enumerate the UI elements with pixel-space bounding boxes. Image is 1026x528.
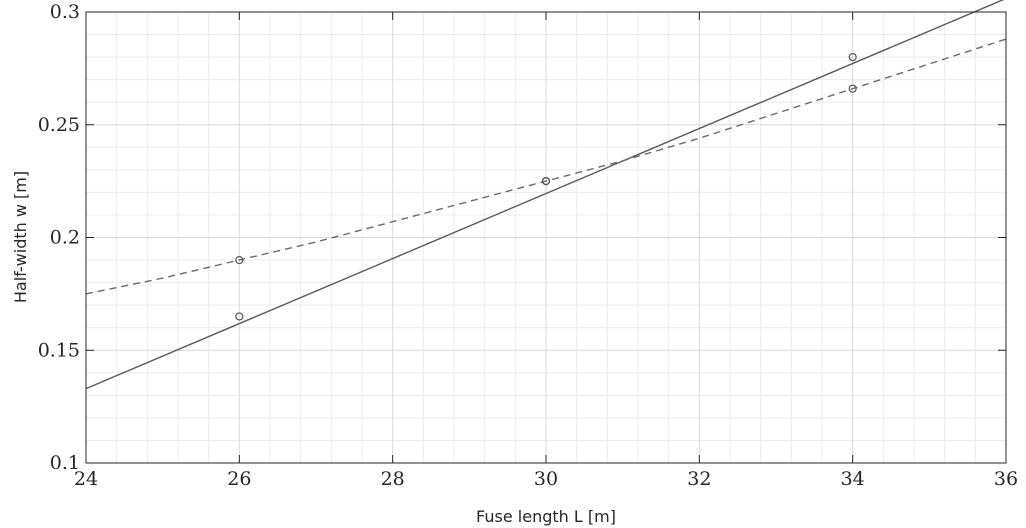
axis-ticks — [85, 11, 1007, 464]
series-layer — [85, 0, 1007, 390]
y-tick-label: 0.25 — [38, 114, 80, 136]
solid-series-line — [85, 0, 1005, 390]
x-tick-label: 32 — [687, 468, 711, 490]
solid-series-marker — [235, 312, 244, 321]
x-tick-label: 34 — [841, 468, 865, 490]
x-axis-label: Fuse length L [m] — [476, 507, 616, 526]
y-tick-labels: 0.1 0.15 0.2 0.25 0.3 — [38, 1, 80, 474]
x-tick-label: 24 — [74, 468, 98, 490]
x-tick-label: 28 — [381, 468, 405, 490]
dashed-series-marker — [541, 177, 551, 186]
y-tick-label: 0.3 — [50, 1, 80, 23]
dashed-series-marker — [235, 255, 244, 265]
dashed-series-marker — [848, 84, 857, 93]
x-tick-label: 26 — [227, 468, 251, 490]
x-tick-label: 36 — [994, 468, 1018, 490]
y-axis-label: Half-width w [m] — [11, 171, 30, 303]
solid-series-marker — [848, 52, 857, 62]
y-tick-label: 0.2 — [50, 227, 80, 249]
x-tick-label: 30 — [534, 468, 558, 490]
y-tick-label: 0.15 — [38, 339, 80, 361]
x-tick-labels: 24 26 28 30 32 34 36 — [74, 468, 1018, 490]
dashed-series-line — [85, 38, 1007, 295]
y-tick-label: 0.1 — [50, 452, 80, 474]
